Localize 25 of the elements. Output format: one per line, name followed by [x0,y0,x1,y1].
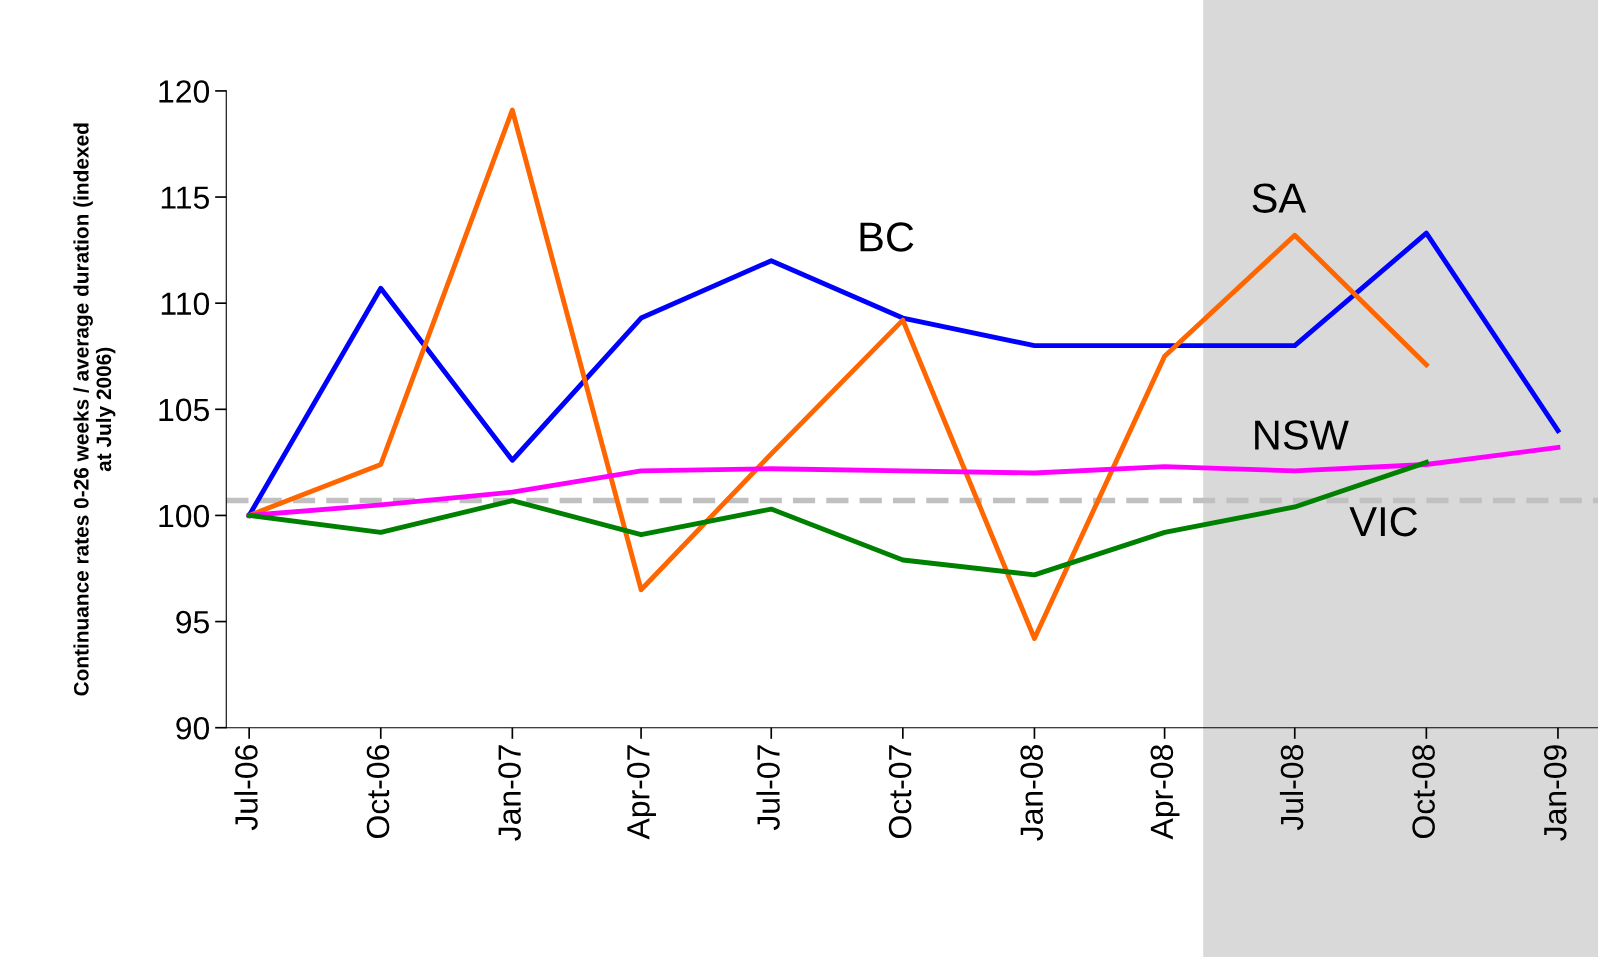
x-tick-label: Oct-07 [888,745,912,839]
x-tick-label: Apr-07 [627,745,656,840]
x-tick-label: Jan-09 [1543,745,1567,841]
x-tick-label: Jul-07 [756,745,780,831]
annotation: NSW [1255,420,1349,450]
y-tick-label: 100 [159,504,210,528]
y-tick-label: 110 [161,292,210,316]
x-tick-label: Apr-08 [1150,745,1180,840]
x-tick-label: Jan-08 [1020,745,1044,841]
annotation: BC [860,222,914,252]
x-tick-label: Oct-06 [366,745,390,839]
annotation: SA [1252,183,1307,213]
line-series [246,107,1429,641]
y-tick-label: 90 [176,716,210,740]
y-axis-title: Continuance rates 0-26 weeks / average duration (indexed at July 2006) [73,123,116,696]
x-tick-label: Jul-06 [234,745,258,831]
x-tick-label: Jul-08 [1279,745,1304,831]
annotation: VIC [1349,506,1418,537]
y-tick-label: 120 [159,80,210,103]
y-tick-label: 115 [161,186,209,209]
y-tick-label: 105 [159,398,209,422]
y-tick-label: 95 [176,610,209,634]
line-series [246,459,1429,578]
x-tick-label: Jan-07 [498,745,521,841]
x-tick-label: Oct-08 [1412,745,1435,839]
